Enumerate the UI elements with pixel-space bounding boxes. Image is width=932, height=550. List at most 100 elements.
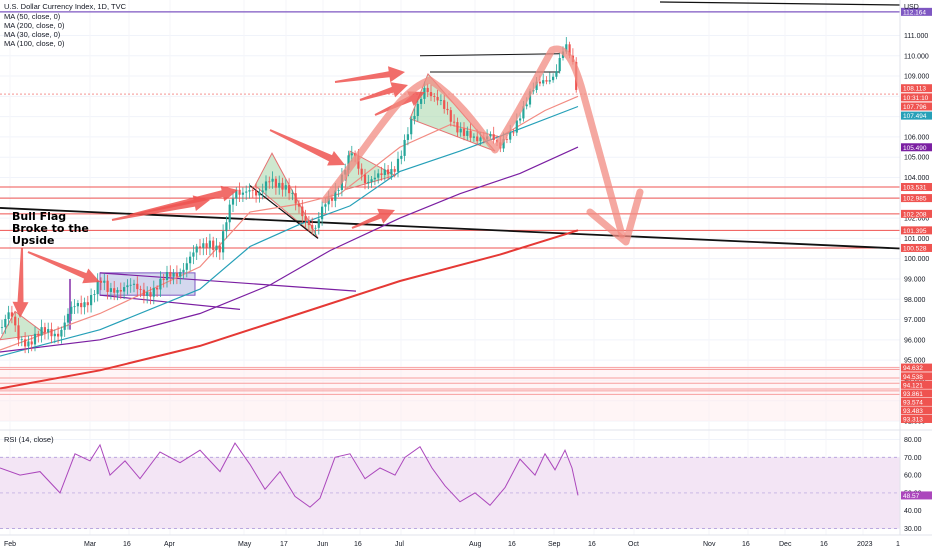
candle-body [106, 280, 109, 292]
candle-body [185, 263, 188, 270]
time-tick-label: Mar [84, 541, 97, 548]
candle-body [291, 193, 294, 194]
price-tick-label: 95.000 [904, 358, 926, 365]
legend-title[interactable]: U.S. Dollar Currency Index, 1D, TVC [4, 2, 127, 11]
candle-body [192, 252, 195, 257]
candle-body [439, 100, 442, 101]
price-tag [901, 143, 932, 152]
candle-body [545, 80, 548, 82]
price-tick-label: 102.000 [904, 216, 929, 223]
candle-body [142, 289, 145, 296]
candle-body [456, 122, 459, 133]
candle-body [129, 284, 132, 286]
legend-ma-200[interactable]: MA (200, close, 0) [4, 21, 65, 30]
price-tag-label: 107.494 [903, 113, 927, 120]
candle-body [0, 327, 4, 329]
candle-body [509, 132, 512, 140]
candle-body [317, 219, 320, 228]
candle-body [205, 243, 208, 248]
time-tick-label: May [238, 541, 252, 548]
legend-ma-100[interactable]: MA (100, close, 0) [4, 39, 65, 48]
candle-body [535, 81, 538, 90]
candle-body [119, 289, 122, 292]
candle-body [261, 190, 264, 193]
candle-body [146, 292, 149, 296]
candle-body [383, 169, 386, 175]
candle-body [132, 283, 136, 285]
price-axis-panel [900, 0, 932, 550]
candle-body [20, 339, 23, 341]
candle-body [109, 288, 112, 292]
candle-body [53, 333, 56, 337]
legend-ma-30[interactable]: MA (30, close, 0) [4, 30, 61, 39]
rsi-tick-label: 40.00 [904, 508, 922, 515]
legend-ma-50[interactable]: MA (50, close, 0) [4, 12, 61, 21]
candle-body [360, 168, 363, 175]
candle-body [40, 327, 43, 336]
candle-body [505, 138, 508, 140]
candle-body [350, 153, 353, 156]
candle-body [324, 204, 327, 207]
price-tag-label: 93.574 [903, 399, 923, 406]
candle-body [433, 96, 436, 97]
candle-body [113, 288, 116, 293]
annotation-line-1: Bull Flag [12, 210, 66, 223]
candle-body [469, 130, 472, 138]
candle-body [139, 289, 142, 290]
candle-body [33, 333, 37, 345]
price-tag [901, 194, 932, 203]
candle-body [152, 287, 155, 297]
candle-body [86, 302, 89, 306]
candle-body [162, 278, 165, 281]
candle-body [387, 169, 390, 175]
price-tag [901, 209, 932, 218]
candle-body [512, 132, 515, 134]
candle-body [136, 283, 139, 290]
candle-body [538, 81, 541, 84]
candle-body [255, 190, 258, 196]
candle-body [63, 322, 66, 330]
candle-body [396, 158, 400, 172]
candle-body [304, 216, 307, 221]
candle-body [565, 44, 568, 52]
candle-body [212, 240, 215, 250]
time-tick-label: 16 [588, 541, 596, 548]
time-tick-label: Jul [395, 541, 404, 548]
arrow-right-5 [359, 82, 408, 101]
candle-body [70, 306, 73, 314]
candle-body [443, 100, 446, 109]
candle-body [189, 256, 192, 264]
candle-body [116, 289, 119, 293]
annotation-line-2: Broke to the [12, 222, 89, 235]
bull-flag-annotation: Bull Flag Broke to the Upside [12, 210, 89, 247]
time-tick-label: Feb [4, 541, 16, 548]
rsi-legend[interactable]: RSI (14, close) [4, 435, 54, 444]
candle-body [264, 181, 268, 191]
price-tag-label: 94.121 [903, 382, 923, 389]
candle-body [271, 178, 274, 182]
candle-body [426, 87, 429, 93]
flag-upper-trendline [99, 272, 357, 292]
candle-body [43, 327, 46, 333]
price-tag-label: 101.395 [903, 228, 927, 235]
candle-body [231, 198, 235, 205]
rsi-line [0, 442, 579, 508]
candle-body [123, 287, 126, 292]
price-tick-label: 100.000 [904, 256, 929, 263]
annotation-line-3: Upside [12, 234, 54, 247]
candle-body [459, 128, 462, 133]
price-tag [901, 93, 932, 102]
candle-body [126, 285, 129, 288]
support-zone [0, 366, 900, 421]
candle-body [274, 178, 277, 188]
candle-body [156, 287, 159, 290]
arrow-to-flag [27, 251, 101, 284]
price-tag-label: 100.528 [903, 245, 927, 252]
candle-body [251, 190, 254, 191]
price-tick-label: 110.000 [904, 53, 929, 60]
candle-body [198, 246, 202, 248]
candle-body [73, 306, 76, 308]
triangle-base-line [249, 185, 319, 239]
candle-body [542, 80, 545, 84]
